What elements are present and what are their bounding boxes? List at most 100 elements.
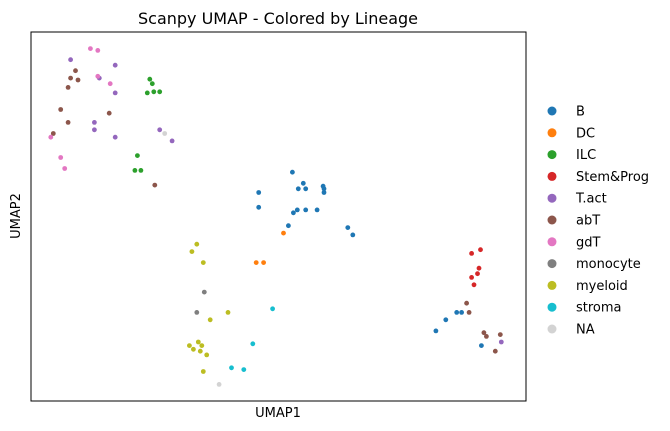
point-stroma bbox=[250, 341, 256, 347]
point-b bbox=[295, 186, 301, 192]
point-t-act bbox=[169, 138, 175, 144]
point-t-act bbox=[112, 90, 118, 96]
point-ilc bbox=[151, 89, 157, 95]
point-stem-prog bbox=[469, 251, 474, 256]
point-na bbox=[216, 382, 222, 387]
point-b bbox=[345, 225, 351, 231]
point-b bbox=[314, 207, 320, 213]
point-abt bbox=[73, 68, 78, 74]
point-abt bbox=[75, 77, 81, 83]
point-myeloid bbox=[187, 343, 192, 348]
legend-label-ilc: ILC bbox=[576, 148, 596, 163]
legend-label-gdt: gdT bbox=[576, 235, 601, 250]
point-myeloid bbox=[191, 346, 196, 352]
point-gdt bbox=[88, 46, 93, 51]
point-abt bbox=[65, 120, 71, 125]
point-b bbox=[479, 343, 484, 348]
point-ilc bbox=[138, 168, 144, 173]
legend-marker-na bbox=[547, 324, 557, 334]
point-myeloid bbox=[204, 352, 210, 358]
point-myeloid bbox=[207, 317, 213, 323]
point-b bbox=[294, 207, 300, 213]
point-b bbox=[286, 223, 291, 229]
point-t-act bbox=[92, 127, 97, 133]
point-t-act bbox=[112, 62, 118, 68]
legend-label-b: B bbox=[576, 105, 585, 120]
point-abt bbox=[58, 107, 64, 112]
point-abt bbox=[106, 110, 112, 116]
point-stroma bbox=[241, 367, 247, 372]
point-abt bbox=[492, 348, 498, 354]
point-myeloid bbox=[189, 249, 195, 255]
point-ilc bbox=[144, 90, 150, 96]
point-myeloid bbox=[195, 339, 201, 345]
y-axis-label: UMAP2 bbox=[9, 193, 24, 239]
legend-marker-dc bbox=[547, 128, 557, 138]
point-b bbox=[321, 190, 327, 195]
legend-marker-monocyte bbox=[547, 259, 557, 269]
point-abt bbox=[497, 332, 503, 337]
point-ilc bbox=[157, 89, 163, 95]
point-b bbox=[454, 310, 460, 315]
point-monocyte bbox=[194, 310, 200, 315]
point-b bbox=[256, 190, 262, 195]
point-abt bbox=[464, 300, 469, 306]
point-t-act bbox=[498, 339, 504, 345]
point-b bbox=[459, 310, 464, 315]
point-gdt bbox=[95, 48, 101, 53]
point-b bbox=[350, 232, 356, 238]
point-gdt bbox=[107, 81, 113, 87]
legend-marker-stroma bbox=[547, 302, 557, 312]
point-b bbox=[443, 317, 449, 323]
point-t-act bbox=[157, 127, 163, 133]
point-dc bbox=[281, 230, 286, 236]
x-axis-label: UMAP1 bbox=[255, 406, 301, 421]
point-myeloid bbox=[194, 241, 200, 247]
point-myeloid bbox=[225, 310, 231, 315]
legend-label-dc: DC bbox=[576, 126, 595, 141]
point-gdt bbox=[58, 155, 64, 160]
legend-label-abt: abT bbox=[576, 214, 600, 229]
legend-label-monocyte: monocyte bbox=[576, 257, 641, 272]
point-abt bbox=[152, 182, 158, 188]
point-abt bbox=[481, 330, 487, 336]
point-gdt bbox=[62, 166, 68, 171]
legend-label-stroma: stroma bbox=[576, 301, 622, 316]
point-ilc bbox=[135, 153, 140, 159]
point-stem-prog bbox=[478, 247, 483, 253]
legend: B DC ILC Stem&Prog T.act abT gdT monocyte myeloi… bbox=[547, 105, 649, 338]
point-myeloid bbox=[200, 260, 206, 265]
point-t-act bbox=[92, 120, 97, 125]
point-abt bbox=[50, 131, 56, 136]
point-stem-prog bbox=[469, 275, 474, 280]
point-abt bbox=[65, 85, 71, 90]
point-dc bbox=[261, 260, 266, 265]
plot-frame bbox=[30, 31, 527, 402]
point-ilc bbox=[149, 81, 155, 87]
point-myeloid bbox=[197, 348, 203, 354]
point-ilc bbox=[132, 168, 138, 173]
point-b bbox=[303, 186, 309, 192]
point-gdt bbox=[95, 73, 101, 79]
legend-label-na: NA bbox=[576, 323, 595, 338]
legend-marker-t-act bbox=[547, 193, 557, 203]
legend-marker-ilc bbox=[547, 150, 557, 160]
legend-label-myeloid: myeloid bbox=[576, 279, 628, 294]
point-myeloid bbox=[199, 343, 205, 348]
point-dc bbox=[253, 260, 259, 265]
legend-marker-stem-prog bbox=[547, 171, 557, 181]
point-t-act bbox=[68, 57, 73, 63]
point-stroma bbox=[270, 306, 275, 312]
point-b bbox=[256, 204, 262, 210]
legend-marker-myeloid bbox=[547, 280, 557, 290]
point-abt bbox=[484, 334, 489, 339]
scatter-points bbox=[48, 46, 504, 387]
point-b bbox=[290, 169, 295, 175]
legend-marker-gdt bbox=[547, 237, 557, 247]
point-t-act bbox=[112, 134, 118, 140]
point-na bbox=[162, 131, 168, 136]
point-stroma bbox=[229, 365, 234, 371]
point-abt bbox=[68, 75, 73, 81]
